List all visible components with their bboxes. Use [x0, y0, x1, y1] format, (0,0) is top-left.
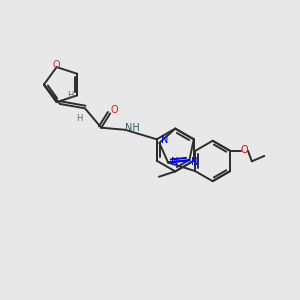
- Text: O: O: [53, 60, 60, 70]
- Text: N: N: [171, 158, 178, 167]
- Text: O: O: [111, 106, 119, 116]
- Text: H: H: [67, 91, 73, 100]
- Text: H: H: [76, 114, 82, 123]
- Text: NH: NH: [125, 123, 140, 133]
- Text: N: N: [161, 135, 168, 145]
- Text: N: N: [191, 157, 198, 167]
- Text: O: O: [241, 145, 248, 155]
